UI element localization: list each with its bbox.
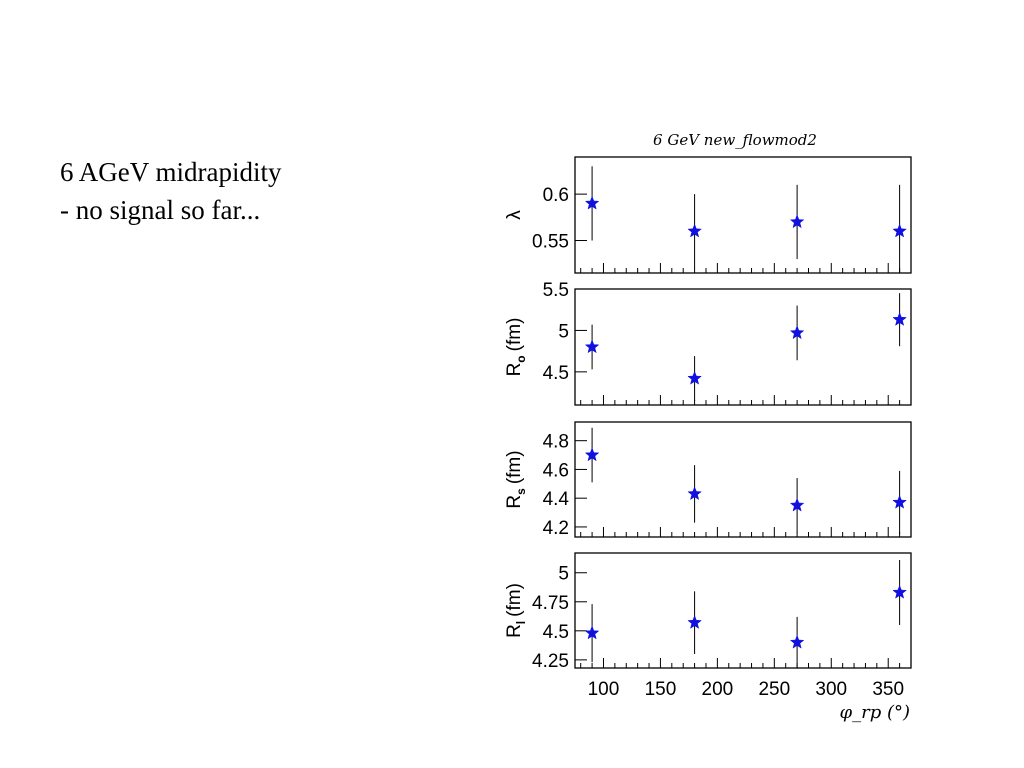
slide-line-1: 6 AGeV midrapidity — [60, 157, 282, 187]
y-tick-label: 4.6 — [543, 460, 569, 481]
y-tick-label: 0.55 — [532, 232, 569, 253]
star-icon — [892, 223, 907, 238]
y-tick-label: 5 — [558, 564, 569, 585]
star-icon — [789, 634, 805, 649]
x-tick-label: 350 — [872, 679, 904, 700]
star-icon — [687, 370, 702, 385]
y-tick-label: 4.75 — [532, 593, 569, 614]
star-icon — [892, 311, 907, 326]
y-axis-label-unit: (fm) — [504, 583, 525, 617]
star-icon — [892, 494, 907, 509]
star-icon — [789, 325, 805, 340]
y-axis-label-unit: (fm) — [504, 318, 525, 352]
y-axis-label-sub: o — [514, 355, 528, 362]
star-icon — [687, 223, 702, 238]
y-tick-label: 4.5 — [543, 363, 569, 384]
chart-title: 6 GeV new_flowmod2 — [653, 131, 817, 149]
slide-text: 6 AGeV midrapidity - no signal so far... — [60, 153, 460, 229]
x-tick-label: 100 — [588, 679, 620, 700]
x-tick-label: 200 — [702, 679, 734, 700]
star-icon — [584, 447, 600, 462]
star-icon — [687, 486, 702, 501]
star-icon — [789, 214, 805, 229]
x-tick-label: 250 — [758, 679, 790, 700]
y-axis-label-main: R — [504, 363, 525, 377]
y-axis-label: Rs (fm) — [504, 450, 528, 508]
y-tick-label: 4.2 — [543, 518, 569, 539]
x-tick-label: 300 — [815, 679, 847, 700]
star-icon — [687, 615, 702, 629]
y-axis-label: Ro (fm) — [504, 318, 528, 377]
y-tick-label: 4.5 — [543, 622, 569, 643]
panel-frame — [574, 421, 912, 538]
y-axis-label: λ — [504, 210, 525, 220]
y-axis-label-main: R — [504, 495, 525, 509]
panel-3: 4.8 4.6 4.4 4.2 Rs (fm) — [504, 421, 912, 539]
y-axis-label-sub: l — [514, 621, 528, 624]
star-icon — [789, 497, 805, 512]
y-axis-label-sub: s — [514, 488, 528, 495]
panel-frame — [574, 156, 912, 274]
star-icon — [892, 584, 907, 599]
y-tick-label: 5 — [558, 321, 569, 342]
x-tick-label: 150 — [645, 679, 677, 700]
y-tick-label: 4.4 — [543, 489, 570, 510]
star-icon — [584, 339, 600, 354]
y-axis-label: Rl (fm) — [504, 583, 528, 638]
y-axis-label-main: R — [504, 624, 525, 638]
slide-line-2: - no signal so far... — [60, 195, 261, 225]
panel-frame — [574, 288, 912, 406]
panel-1: 0.6 0.55 λ — [504, 156, 912, 274]
panel-frame — [574, 552, 912, 669]
y-tick-label: 5.5 — [543, 280, 569, 301]
panel-2: 5.5 5 4.5 Ro (fm) — [504, 280, 912, 406]
star-icon — [584, 195, 600, 210]
y-axis-label-unit: (fm) — [504, 450, 525, 484]
y-tick-label: 4.8 — [543, 432, 569, 453]
x-axis-label: φ_rp (°) — [840, 702, 911, 723]
y-tick-label: 0.6 — [543, 185, 569, 206]
panel-4: 5 4.75 4.5 4.25 Rl (fm) — [504, 552, 912, 672]
y-tick-label: 4.25 — [532, 651, 569, 672]
star-icon — [584, 625, 600, 640]
